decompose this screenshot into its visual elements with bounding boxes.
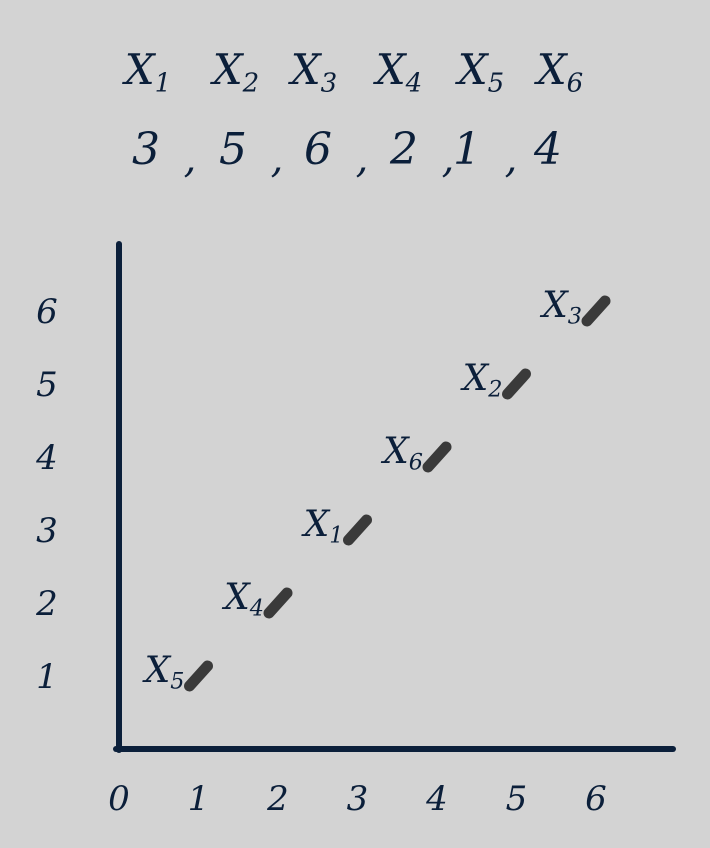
- data-point-mark: [581, 295, 611, 327]
- y-tick-label: 1: [36, 657, 58, 697]
- y-tick-labels: 1 2 3 4 5 6: [35, 292, 58, 697]
- data-point-label: X3: [539, 285, 582, 329]
- data-point-label: X4: [221, 577, 264, 621]
- y-tick-label: 2: [35, 584, 58, 624]
- y-tick-label: 4: [35, 438, 58, 478]
- data-marks: [184, 295, 611, 692]
- header-variable: X4: [373, 45, 422, 99]
- header-value: 3: [132, 124, 160, 175]
- header-separator: ,: [505, 136, 518, 182]
- data-point-mark: [184, 660, 213, 692]
- data-point-label: X1: [301, 504, 344, 548]
- x-tick-label: 5: [506, 779, 528, 819]
- header-separator: ,: [184, 136, 197, 182]
- header-value: 6: [304, 124, 332, 175]
- data-point-mark: [263, 587, 293, 619]
- header-sequence: X1 X2 X3 X4 X5 X63, 5, 6, 2,1, 4: [122, 45, 583, 182]
- x-tick-label: 2: [266, 779, 289, 819]
- header-value: 5: [219, 124, 247, 175]
- axes: [113, 241, 676, 753]
- y-tick-label: 3: [36, 511, 58, 551]
- data-point-mark: [422, 441, 452, 473]
- data-point-label: X6: [380, 431, 423, 475]
- header-value: 4: [533, 124, 562, 175]
- x-tick-label: 3: [347, 779, 369, 819]
- data-point-mark: [502, 368, 531, 400]
- data-point-mark: [343, 514, 372, 546]
- header-variable: X6: [534, 45, 583, 99]
- header-value: 1: [453, 124, 481, 175]
- header-variable: X5: [455, 45, 504, 99]
- header-value: 2: [389, 124, 418, 175]
- x-tick-label: 0: [108, 779, 130, 819]
- header-separator: ,: [442, 136, 455, 182]
- data-point-label: X5: [142, 650, 185, 694]
- data-point-label: X2: [460, 358, 503, 402]
- y-tick-label: 6: [36, 292, 58, 332]
- header-separator: ,: [271, 136, 284, 182]
- x-tick-label: 4: [425, 779, 448, 819]
- header-variable: X1: [122, 45, 171, 99]
- header-variable: X3: [288, 45, 337, 99]
- point-labels: X5 X4 X1 X6 X2 X3: [142, 285, 582, 694]
- x-tick-label: 6: [585, 779, 607, 819]
- y-tick-label: 5: [36, 365, 58, 405]
- x-tick-labels: 0 1 2 3 4 5 6: [108, 779, 607, 819]
- header-separator: ,: [356, 136, 369, 182]
- x-tick-label: 1: [188, 779, 210, 819]
- header-variable: X2: [210, 45, 259, 99]
